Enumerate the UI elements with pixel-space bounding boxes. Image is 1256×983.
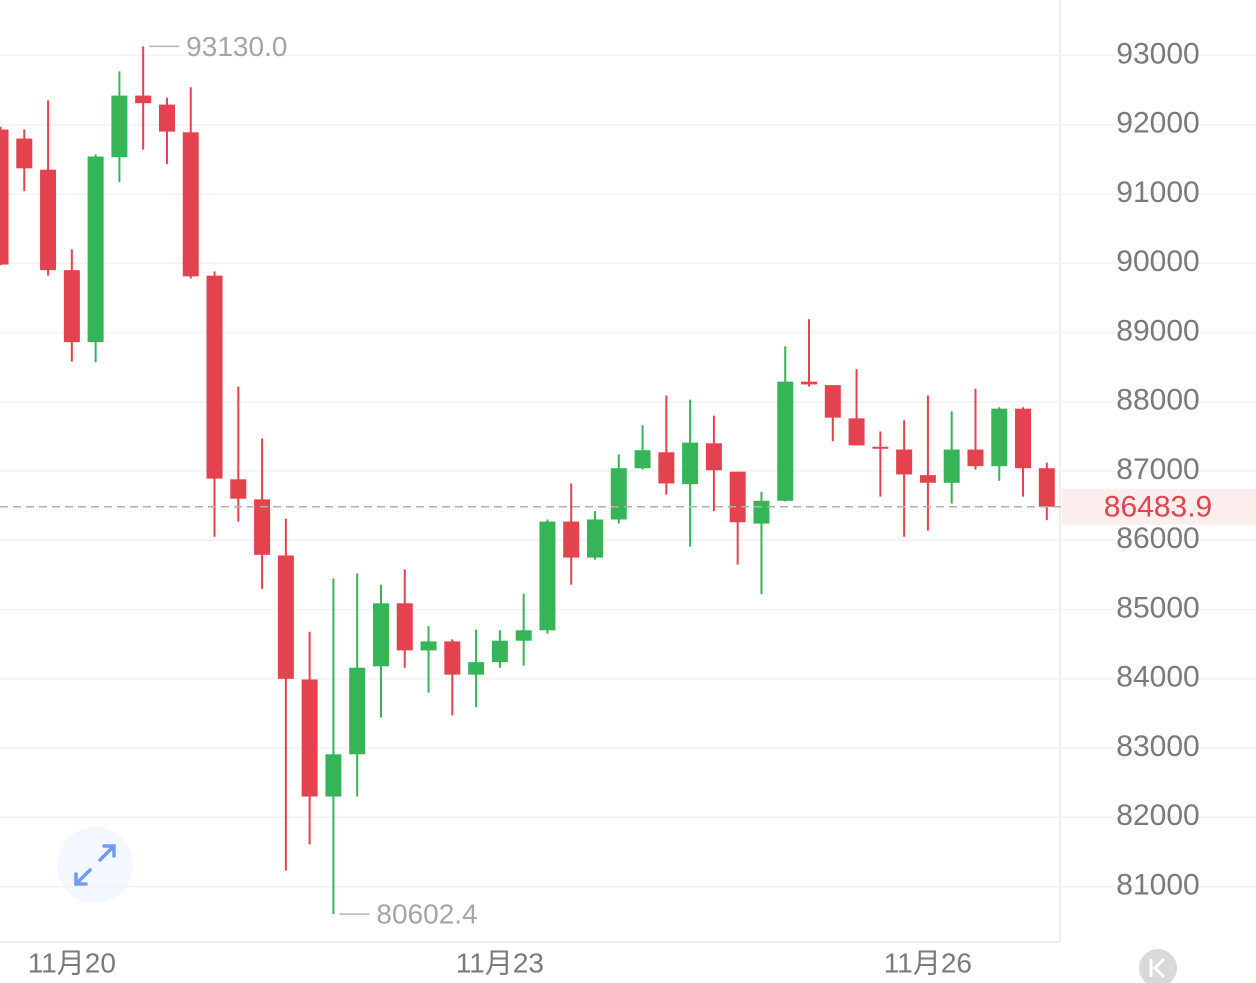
candle-body bbox=[848, 418, 865, 446]
candle-body bbox=[372, 603, 389, 667]
candle-body bbox=[444, 641, 461, 675]
expand-icon[interactable] bbox=[74, 844, 116, 886]
y-tick-label: 88000 bbox=[1116, 384, 1199, 417]
y-tick-label: 89000 bbox=[1116, 314, 1199, 347]
candle-body bbox=[587, 519, 603, 558]
candle-body bbox=[230, 479, 247, 499]
candle-body bbox=[135, 95, 152, 104]
y-tick-label: 92000 bbox=[1116, 107, 1199, 140]
candle-body bbox=[349, 667, 366, 755]
last-price-label: 86483.9 bbox=[1104, 491, 1212, 524]
y-tick-label: 83000 bbox=[1116, 730, 1199, 763]
candle-body bbox=[63, 270, 80, 343]
kline-icon[interactable] bbox=[1149, 957, 1166, 979]
candle-body bbox=[801, 381, 818, 385]
x-tick-label: 11月23 bbox=[456, 947, 544, 978]
candle-body bbox=[396, 603, 413, 651]
candle-body bbox=[705, 443, 722, 471]
y-tick-label: 84000 bbox=[1116, 661, 1199, 694]
candle-body bbox=[325, 754, 342, 797]
y-tick-label: 87000 bbox=[1116, 453, 1199, 486]
candle-body bbox=[87, 156, 104, 343]
candle-body bbox=[539, 521, 556, 631]
candle-body bbox=[682, 442, 699, 485]
candle-body bbox=[634, 450, 651, 469]
candle-body bbox=[729, 471, 746, 523]
y-tick-label: 90000 bbox=[1116, 245, 1199, 278]
candle-body bbox=[610, 468, 627, 520]
candle-body bbox=[753, 500, 770, 524]
y-tick-label: 81000 bbox=[1116, 869, 1199, 902]
candle-body bbox=[0, 129, 9, 265]
candle-body bbox=[182, 132, 199, 277]
annotation-label: 80602.4 bbox=[376, 899, 477, 930]
last-price-box bbox=[1062, 488, 1256, 525]
candle-body bbox=[111, 95, 128, 158]
candle-body bbox=[491, 640, 508, 663]
x-tick-label: 11月26 bbox=[884, 947, 972, 978]
candle-body bbox=[277, 555, 294, 679]
candle-body bbox=[254, 499, 271, 555]
candle-body bbox=[872, 446, 889, 449]
candle-body bbox=[468, 662, 485, 675]
candle-body bbox=[896, 449, 913, 475]
candle-body bbox=[1015, 408, 1032, 469]
candle-body bbox=[824, 385, 841, 418]
candle-body bbox=[301, 679, 318, 797]
candle-body bbox=[943, 449, 960, 483]
y-tick-label: 91000 bbox=[1116, 176, 1199, 209]
y-tick-label: 93000 bbox=[1116, 37, 1199, 70]
candle-body bbox=[919, 475, 936, 483]
candle-body bbox=[658, 452, 675, 484]
candle-body bbox=[563, 521, 580, 558]
candle-body bbox=[1038, 468, 1055, 507]
candle-body bbox=[158, 104, 175, 132]
candle-body bbox=[40, 169, 57, 271]
candle-body bbox=[991, 408, 1008, 467]
annotation-label: 93130.0 bbox=[186, 31, 287, 62]
kline-button[interactable] bbox=[1139, 949, 1177, 983]
candle-body bbox=[515, 630, 532, 641]
expand-button[interactable] bbox=[57, 827, 133, 903]
candle-body bbox=[420, 641, 437, 651]
candle-body bbox=[967, 449, 984, 467]
y-tick-label: 82000 bbox=[1116, 799, 1199, 832]
candle-body bbox=[16, 138, 33, 169]
y-tick-label: 85000 bbox=[1116, 591, 1199, 624]
expand-bg[interactable] bbox=[57, 827, 133, 903]
x-tick-label: 11月20 bbox=[28, 947, 116, 978]
candle-body bbox=[206, 275, 223, 479]
y-tick-label: 86000 bbox=[1116, 522, 1199, 555]
candle-body bbox=[777, 381, 794, 501]
